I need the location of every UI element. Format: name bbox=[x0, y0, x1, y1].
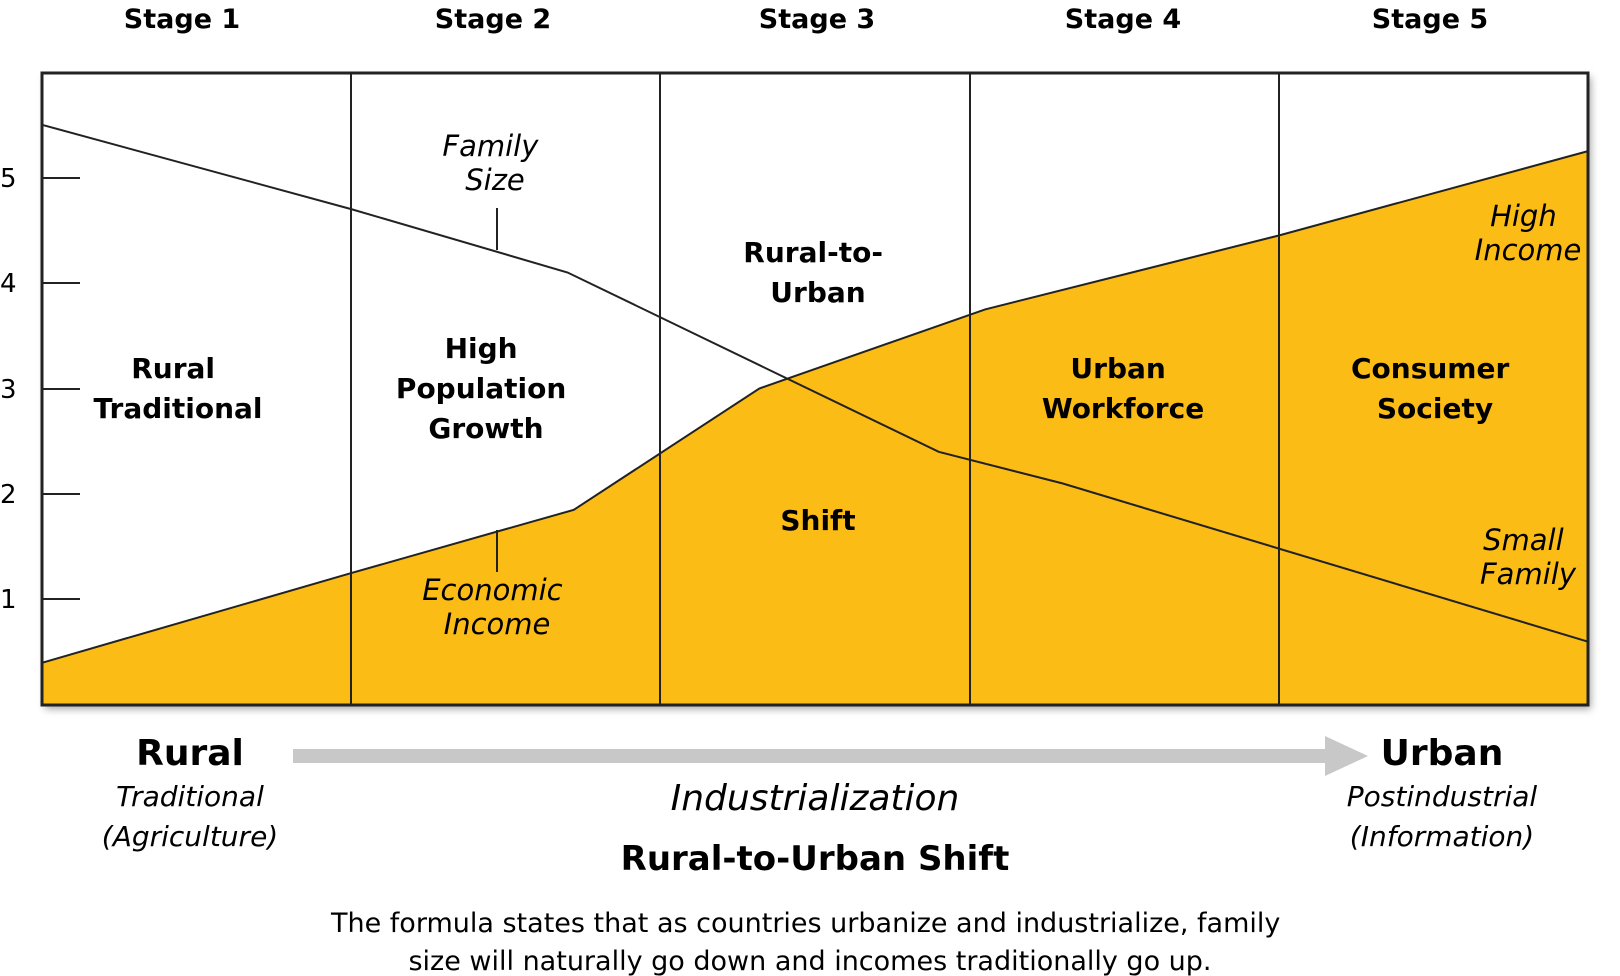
region-label-rural-to-urban: Rural-to- Urban bbox=[743, 236, 892, 309]
caption-line: size will naturally go down and incomes … bbox=[408, 946, 1211, 976]
curve-label-line: Family bbox=[1480, 557, 1577, 591]
region-line: Population bbox=[396, 372, 566, 405]
industrialization-arrow bbox=[293, 736, 1368, 776]
region-label-shift: Shift bbox=[780, 504, 855, 537]
y-tick-label-3: 3 bbox=[0, 375, 17, 405]
urban-title: Urban bbox=[1381, 733, 1504, 774]
urban-subtitle-1: Postindustrial bbox=[1347, 780, 1538, 813]
curve-label-economic-income: Economic Income bbox=[422, 573, 572, 641]
region-line: Traditional bbox=[93, 392, 262, 425]
curve-label-line: High bbox=[1490, 199, 1557, 233]
stage-label-5: Stage 5 bbox=[1372, 4, 1488, 35]
stage-label-3: Stage 3 bbox=[759, 4, 875, 35]
economic-income-area bbox=[42, 151, 1588, 706]
curve-label-family-size: Family Size bbox=[442, 129, 547, 197]
industrialization-label: Industrialization bbox=[671, 778, 960, 819]
curve-label-small-family: Small Family bbox=[1480, 523, 1577, 591]
curve-label-line: Income bbox=[1475, 233, 1582, 267]
urban-subtitle-2: (Information) bbox=[1350, 820, 1534, 853]
region-line: Society bbox=[1377, 392, 1493, 425]
y-tick-label-1: 1 bbox=[0, 585, 17, 615]
family-size-line bbox=[41, 123, 1589, 643]
region-line: Workforce bbox=[1042, 392, 1204, 425]
region-label-rural-traditional: Rural Traditional bbox=[93, 352, 262, 425]
arrow-shaft bbox=[293, 749, 1333, 763]
curve-label-line: Size bbox=[465, 163, 525, 197]
region-line: High bbox=[445, 332, 518, 365]
region-label-urban-workforce: Urban Workforce bbox=[1042, 352, 1204, 425]
rural-title: Rural bbox=[136, 733, 244, 774]
y-tick-label-2: 2 bbox=[0, 480, 17, 510]
curve-label-line: Income bbox=[444, 607, 551, 641]
caption-line: The formula states that as countries urb… bbox=[330, 908, 1280, 939]
region-line: Consumer bbox=[1351, 352, 1509, 385]
y-tick-label-5: 5 bbox=[0, 164, 17, 194]
curve-label-line: Family bbox=[442, 129, 539, 163]
region-line: Urban bbox=[770, 276, 865, 309]
caption: The formula states that as countries urb… bbox=[330, 908, 1289, 976]
rural-to-urban-shift-title: Rural-to-Urban Shift bbox=[621, 839, 1010, 879]
stage-label-4: Stage 4 bbox=[1065, 4, 1181, 35]
region-label-high-population-growth: High Population Growth bbox=[396, 332, 576, 445]
rural-subtitle-1: Traditional bbox=[116, 780, 264, 813]
stage-label-1: Stage 1 bbox=[124, 4, 240, 35]
region-label-consumer-society: Consumer Society bbox=[1351, 352, 1519, 425]
stage-label-2: Stage 2 bbox=[435, 4, 551, 35]
region-line: Rural-to- bbox=[743, 236, 883, 269]
y-tick-label-4: 4 bbox=[0, 269, 17, 299]
curve-label-line: Economic bbox=[422, 573, 562, 607]
curve-label-high-income: High Income bbox=[1475, 199, 1582, 267]
curve-label-line: Small bbox=[1483, 523, 1564, 557]
y-axis: 5 4 3 2 1 bbox=[0, 164, 80, 615]
region-line: Urban bbox=[1070, 352, 1165, 385]
region-line: Growth bbox=[428, 412, 543, 445]
rural-subtitle-2: (Agriculture) bbox=[102, 820, 278, 853]
region-line: Rural bbox=[131, 352, 215, 385]
arrow-head bbox=[1325, 736, 1368, 776]
